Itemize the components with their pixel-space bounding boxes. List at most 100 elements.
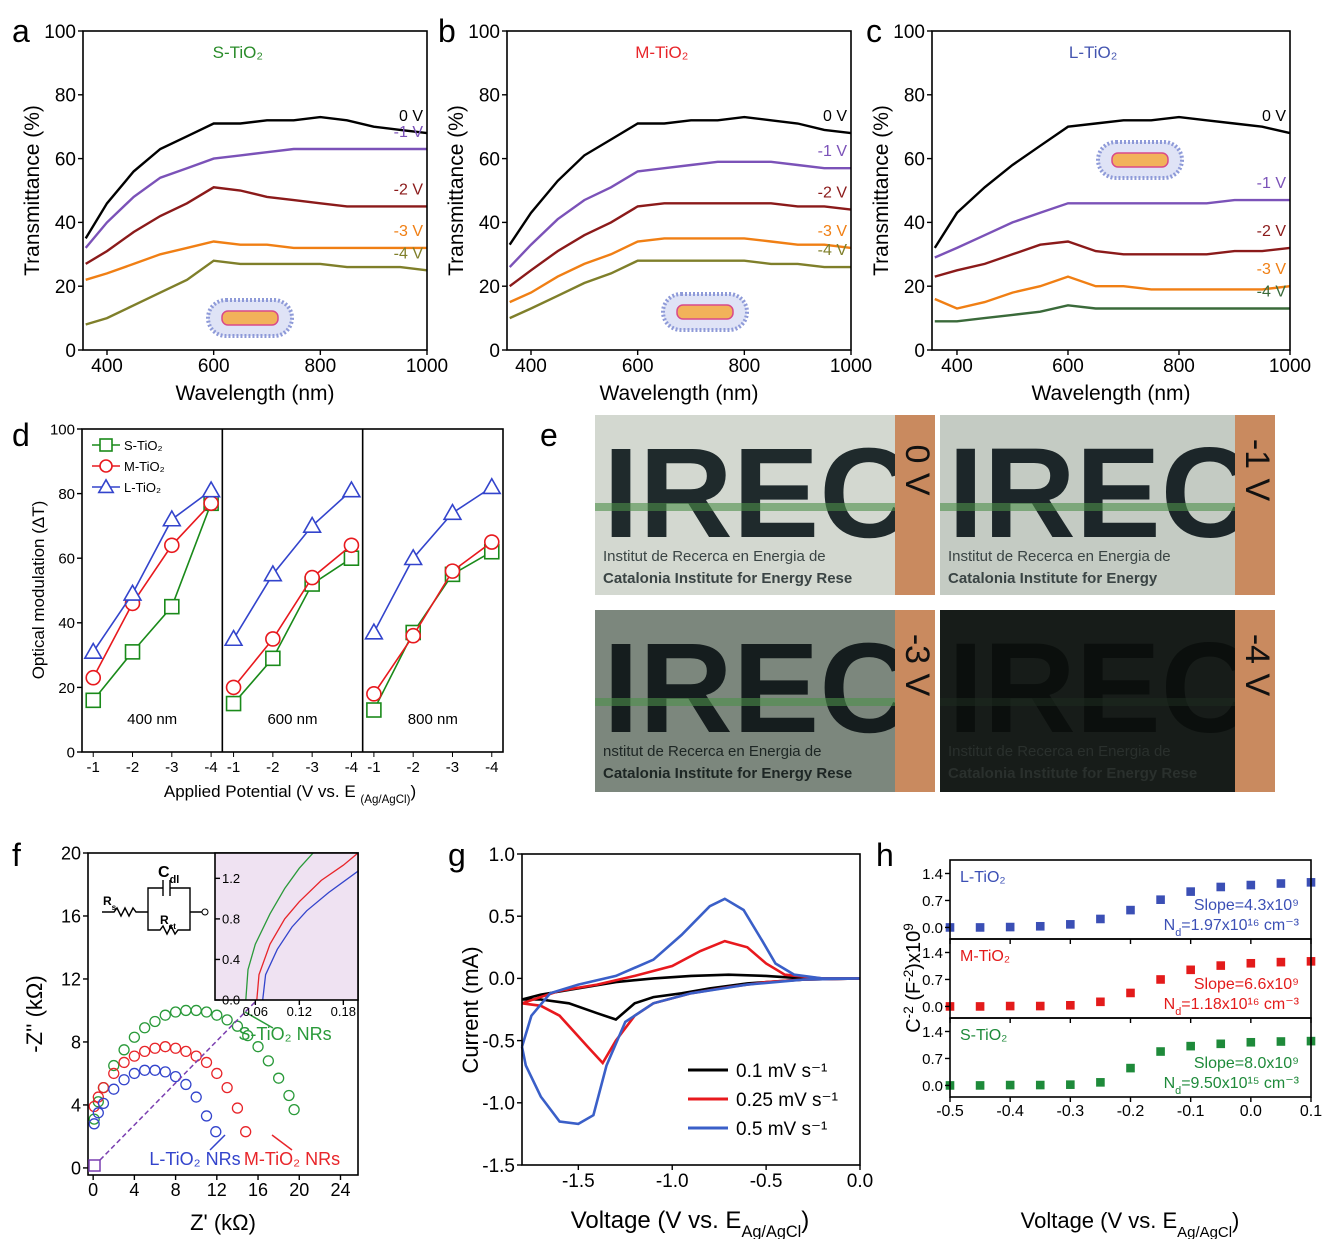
voltage-label: -1 V bbox=[1257, 175, 1287, 192]
x-tick-label: 0.18 bbox=[331, 1004, 356, 1019]
modulation-line bbox=[92, 503, 212, 701]
impedance-point bbox=[149, 1042, 161, 1054]
logo-text: IREC bbox=[948, 422, 1253, 565]
y-tick-label: 80 bbox=[58, 486, 75, 503]
marker bbox=[203, 495, 219, 512]
x-tick-label: -3 bbox=[446, 759, 459, 776]
y-tick-label: 0.0 bbox=[222, 993, 240, 1008]
series-label: S-TiO₂ NRs bbox=[238, 1024, 331, 1044]
impedance-point bbox=[97, 1097, 110, 1110]
impedance-point bbox=[231, 1020, 244, 1032]
zoom-box bbox=[88, 1159, 101, 1172]
y-tick-label: 16 bbox=[61, 906, 81, 926]
marker bbox=[1276, 879, 1286, 888]
y-tick-label: 80 bbox=[479, 86, 500, 107]
panel-title: L-TiO₂ bbox=[1069, 43, 1117, 62]
y-axis-label: -Z'' (kΩ) bbox=[22, 975, 47, 1052]
text-part: (Ag/AgCl) bbox=[360, 794, 410, 806]
marker bbox=[1186, 1041, 1195, 1051]
marker bbox=[85, 692, 102, 709]
x-tick-label: -0.5 bbox=[750, 1171, 783, 1192]
x-tick-label: 12 bbox=[207, 1180, 227, 1200]
marker bbox=[403, 548, 423, 566]
marker bbox=[341, 480, 362, 498]
x-tick-label: -1 bbox=[367, 759, 380, 776]
inset-background bbox=[215, 853, 358, 1000]
impedance-point bbox=[139, 1022, 151, 1034]
transmittance-line bbox=[934, 304, 1290, 323]
x-tick-label: -2 bbox=[266, 759, 279, 776]
marker bbox=[124, 644, 141, 660]
marker bbox=[444, 563, 461, 579]
cv-loop bbox=[521, 939, 861, 1066]
logo-text: IREC bbox=[948, 617, 1253, 760]
text-part: d bbox=[1175, 1006, 1181, 1018]
y-tick-label: 40 bbox=[55, 213, 76, 234]
marker bbox=[975, 923, 985, 932]
impedance-point bbox=[190, 1091, 202, 1103]
slope-label: Slope=4.3x10⁹ bbox=[1194, 897, 1299, 914]
logo-text: IREC bbox=[603, 422, 913, 565]
y-tick-label: 0.0 bbox=[489, 969, 515, 990]
copper-strip bbox=[895, 610, 935, 792]
transmittance-line bbox=[508, 202, 852, 288]
x-tick-label: -1.5 bbox=[562, 1171, 595, 1192]
voltage-label: -2 V bbox=[1257, 223, 1287, 240]
photo-line: Catalonia Institute for Energy bbox=[948, 570, 1158, 587]
marker bbox=[1246, 1037, 1256, 1047]
marker bbox=[364, 622, 384, 640]
marker bbox=[1186, 887, 1195, 896]
impedance-point bbox=[190, 1050, 202, 1062]
axes-frame bbox=[931, 30, 1291, 351]
y-tick-label: 60 bbox=[904, 149, 925, 170]
copper-strip bbox=[1235, 610, 1275, 792]
text-part: N bbox=[1164, 917, 1176, 934]
impedance-point bbox=[169, 1042, 182, 1054]
marker bbox=[225, 679, 242, 696]
y-tick-label: 80 bbox=[55, 86, 76, 107]
y-tick-label: 0.7 bbox=[922, 1051, 943, 1068]
text-part: =1.18x10¹⁶ cm⁻³ bbox=[1181, 996, 1299, 1013]
text-part: Voltage (V vs. E bbox=[1021, 1208, 1178, 1233]
y-tick-label: 80 bbox=[904, 86, 925, 107]
legend-label: L-TiO₂ bbox=[124, 480, 161, 495]
voltage-label: -2 V bbox=[394, 181, 424, 198]
y-tick-label: 20 bbox=[61, 843, 81, 863]
marker bbox=[1066, 1000, 1075, 1010]
x-tick-label: 800 bbox=[304, 356, 336, 377]
text-part: )x10 bbox=[903, 931, 925, 970]
marker bbox=[1246, 880, 1256, 890]
marker bbox=[975, 1081, 985, 1090]
panel-title: M-TiO₂ bbox=[635, 43, 688, 62]
impedance-point bbox=[252, 1041, 264, 1053]
inset-line bbox=[245, 853, 314, 1000]
y-tick-label: 20 bbox=[479, 277, 500, 298]
x-tick-label: 1000 bbox=[406, 356, 448, 377]
marker bbox=[1276, 957, 1286, 967]
copper-strip bbox=[895, 415, 935, 595]
y-tick-label: 0 bbox=[65, 341, 76, 362]
marker bbox=[1156, 1047, 1165, 1056]
legend-label: 0.25 mV s⁻¹ bbox=[736, 1090, 838, 1111]
photo-line: Institut de Recerca en Energia de bbox=[948, 548, 1171, 565]
inset-line bbox=[262, 870, 358, 1000]
modulation-line bbox=[232, 557, 352, 705]
nanorod-core bbox=[1111, 152, 1169, 168]
text-part: N bbox=[1164, 1075, 1176, 1092]
nanorod-core bbox=[221, 310, 279, 326]
y-tick-label: 40 bbox=[58, 615, 75, 632]
sample-label: M-TiO₂ bbox=[960, 948, 1010, 965]
marker bbox=[223, 628, 244, 647]
text-part: Voltage (V vs. E bbox=[571, 1207, 742, 1234]
impedance-point bbox=[262, 1055, 274, 1067]
transmittance-line bbox=[508, 160, 851, 268]
text-part: Ag/AgCl bbox=[741, 1223, 801, 1239]
marker bbox=[85, 669, 102, 686]
impedance-point bbox=[159, 1009, 171, 1021]
x-tick-label: 0.06 bbox=[243, 1004, 268, 1019]
impedance-point bbox=[283, 1089, 295, 1102]
voltage-label: -4 V bbox=[818, 242, 848, 259]
voltage-label: -3 V bbox=[394, 223, 424, 240]
y-tick-label: 40 bbox=[904, 213, 925, 234]
x-axis-label: Voltage (V vs. EAg/AgCl) bbox=[571, 1207, 810, 1239]
